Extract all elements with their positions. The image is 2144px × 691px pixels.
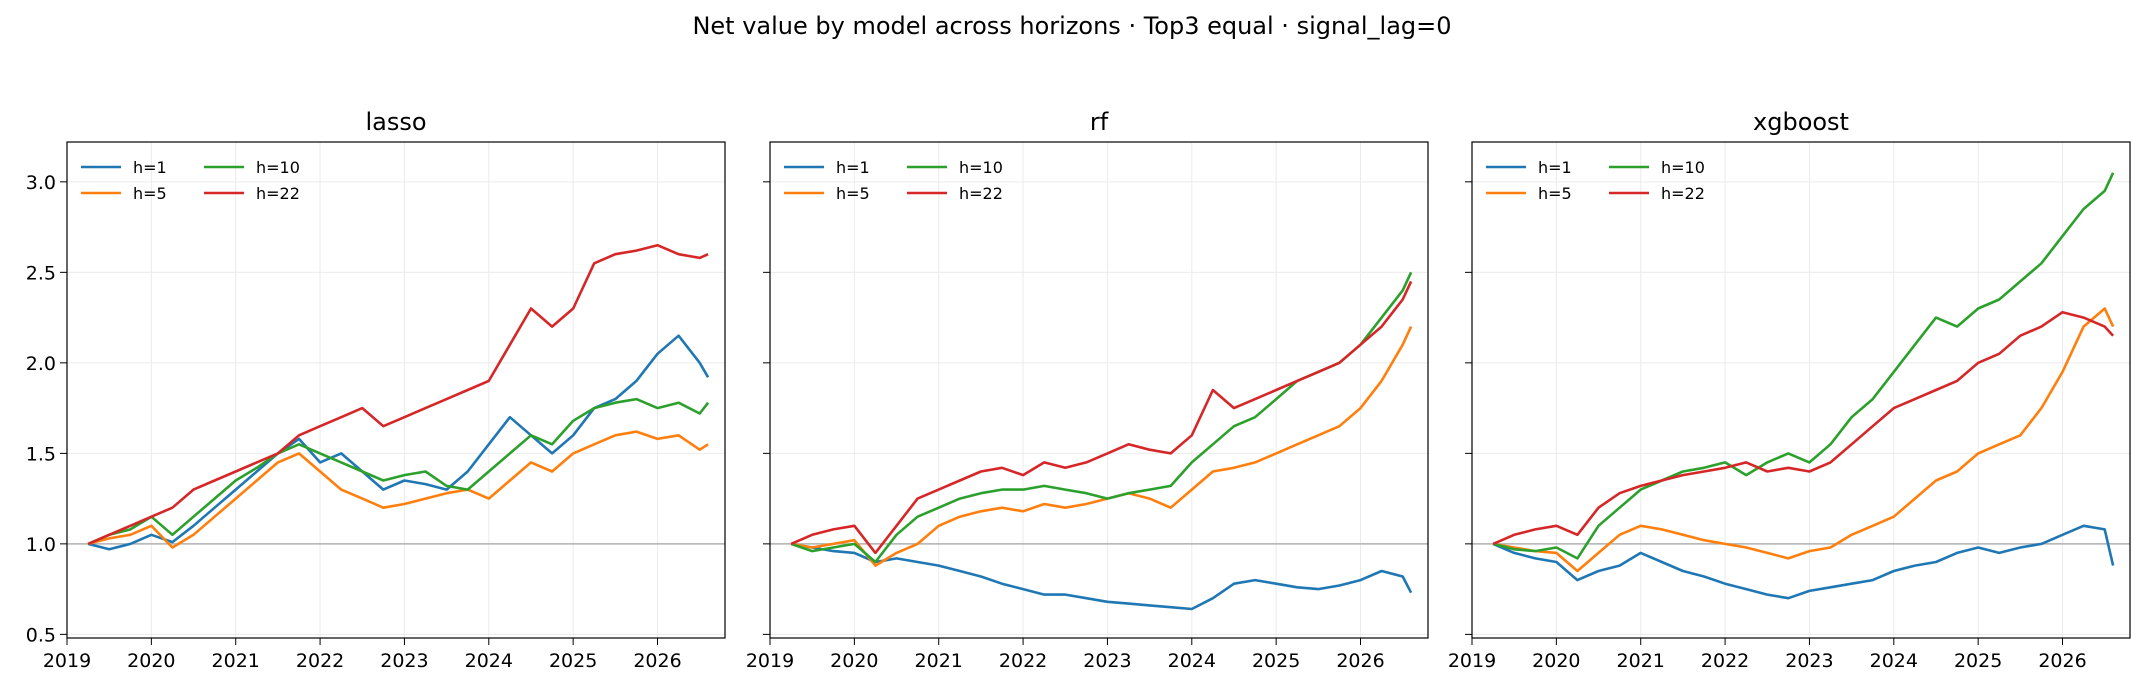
series-line-h=1: [87, 334, 710, 551]
y-tick-label: 2.5: [26, 262, 56, 284]
x-tick-label: 2023: [1785, 650, 1833, 672]
legend-label-h=22: h=22: [1661, 184, 1705, 203]
x-tick-label: 2026: [2038, 650, 2086, 672]
x-tick-label: 2022: [999, 650, 1047, 672]
x-tick-label: 2025: [549, 650, 597, 672]
x-tick-label: 2026: [1336, 650, 1384, 672]
x-tick-label: 2022: [1701, 650, 1749, 672]
legend-label-h=5: h=5: [836, 184, 870, 203]
x-tick-label: 2026: [633, 650, 681, 672]
x-tick-label: 2021: [1617, 650, 1665, 672]
x-tick-label: 2020: [830, 650, 878, 672]
x-tick-label: 2020: [1532, 650, 1580, 672]
y-tick-label: 1.5: [26, 443, 56, 465]
figure-title: Net value by model across horizons · Top…: [692, 12, 1451, 40]
y-tick-label: 2.0: [26, 353, 56, 375]
legend: h=1 h=5 h=10 h=22: [784, 158, 1003, 203]
x-tick-label: 2024: [1870, 650, 1918, 672]
panel-lasso: lasso 0.5 1.0 1.5 2.0 2.5 3.0 2019 2020 2021 2022 2…: [26, 108, 726, 672]
legend-label-h=5: h=5: [1538, 184, 1572, 203]
panel-rf: rf 2019 2020 2021 2022 2023 2024 2025 2026 h=1 h=5…: [746, 108, 1429, 672]
series-group: [790, 271, 1413, 611]
chart-panels: lasso 0.5 1.0 1.5 2.0 2.5 3.0 2019 2020 2021 2022 2…: [26, 108, 2131, 672]
series-group: [1492, 172, 2115, 600]
series-line-h=10: [790, 271, 1413, 564]
x-tick-label: 2025: [1252, 650, 1300, 672]
legend-label-h=22: h=22: [256, 184, 300, 203]
series-line-h=22: [1492, 310, 2115, 546]
x-tick-label: 2019: [1448, 650, 1496, 672]
panel-title: xgboost: [1753, 108, 1849, 136]
series-line-h=10: [87, 397, 710, 546]
x-tick-label: 2022: [296, 650, 344, 672]
x-tick-label: 2021: [915, 650, 963, 672]
axes-frame: [1471, 141, 2131, 639]
legend-label-h=5: h=5: [133, 184, 167, 203]
x-tick-label: 2023: [1083, 650, 1131, 672]
panel-title: lasso: [365, 108, 426, 136]
panel-xgboost: xgboost 2019 2020 2021 2022 2023 2024 2025 2026 h…: [1448, 108, 2131, 672]
x-tick-label: 2025: [1954, 650, 2002, 672]
x-tick-label: 2019: [746, 650, 794, 672]
x-tick-label: 2020: [127, 650, 175, 672]
y-tick-label: 3.0: [26, 172, 56, 194]
legend-label-h=1: h=1: [836, 158, 870, 177]
y-tick-label: 1.0: [26, 534, 56, 556]
axes-frame: [66, 141, 726, 639]
series-line-h=1: [790, 542, 1413, 611]
x-tick-label: 2024: [465, 650, 513, 672]
x-tick-label: 2019: [43, 650, 91, 672]
legend: h=1 h=5 h=10 h=22: [81, 158, 300, 203]
series-line-h=5: [1492, 307, 2115, 573]
y-tick-label: 0.5: [26, 624, 56, 646]
series-group: [87, 243, 710, 551]
legend-label-h=1: h=1: [133, 158, 167, 177]
series-line-h=1: [1492, 524, 2115, 600]
legend-label-h=22: h=22: [959, 184, 1003, 203]
x-tick-label: 2024: [1168, 650, 1216, 672]
legend-label-h=1: h=1: [1538, 158, 1572, 177]
series-line-h=5: [87, 430, 709, 549]
series-line-h=22: [87, 243, 709, 546]
legend-label-h=10: h=10: [959, 158, 1003, 177]
panel-title: rf: [1090, 108, 1109, 136]
x-tick-label: 2021: [212, 650, 260, 672]
x-tick-label: 2023: [380, 650, 428, 672]
legend-label-h=10: h=10: [256, 158, 300, 177]
series-line-h=22: [790, 280, 1413, 555]
series-line-h=10: [1492, 172, 2115, 560]
legend: h=1 h=5 h=10 h=22: [1486, 158, 1705, 203]
axes-frame: [769, 141, 1429, 639]
legend-label-h=10: h=10: [1661, 158, 1705, 177]
